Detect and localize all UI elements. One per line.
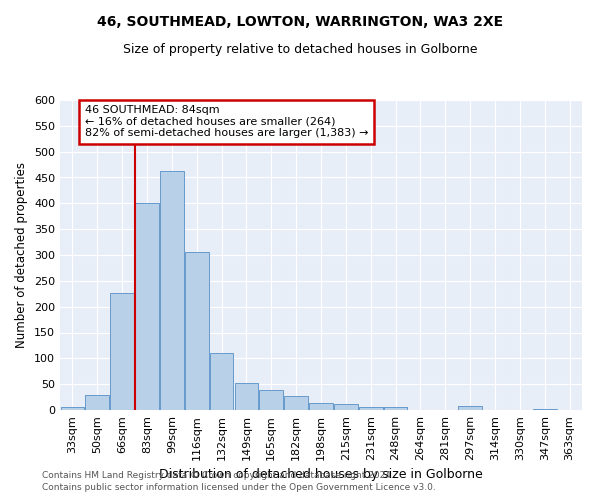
- Bar: [533, 409, 557, 410]
- X-axis label: Distribution of detached houses by size in Golborne: Distribution of detached houses by size …: [159, 468, 483, 481]
- Text: 46, SOUTHMEAD, LOWTON, WARRINGTON, WA3 2XE: 46, SOUTHMEAD, LOWTON, WARRINGTON, WA3 2…: [97, 15, 503, 29]
- Bar: [458, 406, 482, 410]
- Text: Contains public sector information licensed under the Open Government Licence v3: Contains public sector information licen…: [42, 484, 436, 492]
- Bar: [284, 396, 308, 410]
- Bar: [210, 353, 233, 410]
- Bar: [61, 408, 84, 410]
- Text: 46 SOUTHMEAD: 84sqm
← 16% of detached houses are smaller (264)
82% of semi-detac: 46 SOUTHMEAD: 84sqm ← 16% of detached ho…: [85, 105, 368, 138]
- Bar: [85, 394, 109, 410]
- Bar: [309, 403, 333, 410]
- Bar: [235, 382, 258, 410]
- Text: Contains HM Land Registry data © Crown copyright and database right 2024.: Contains HM Land Registry data © Crown c…: [42, 471, 394, 480]
- Text: Size of property relative to detached houses in Golborne: Size of property relative to detached ho…: [123, 42, 477, 56]
- Bar: [135, 204, 159, 410]
- Bar: [160, 172, 184, 410]
- Bar: [185, 252, 209, 410]
- Bar: [110, 293, 134, 410]
- Bar: [334, 404, 358, 410]
- Bar: [359, 408, 383, 410]
- Bar: [259, 390, 283, 410]
- Y-axis label: Number of detached properties: Number of detached properties: [16, 162, 28, 348]
- Bar: [384, 408, 407, 410]
